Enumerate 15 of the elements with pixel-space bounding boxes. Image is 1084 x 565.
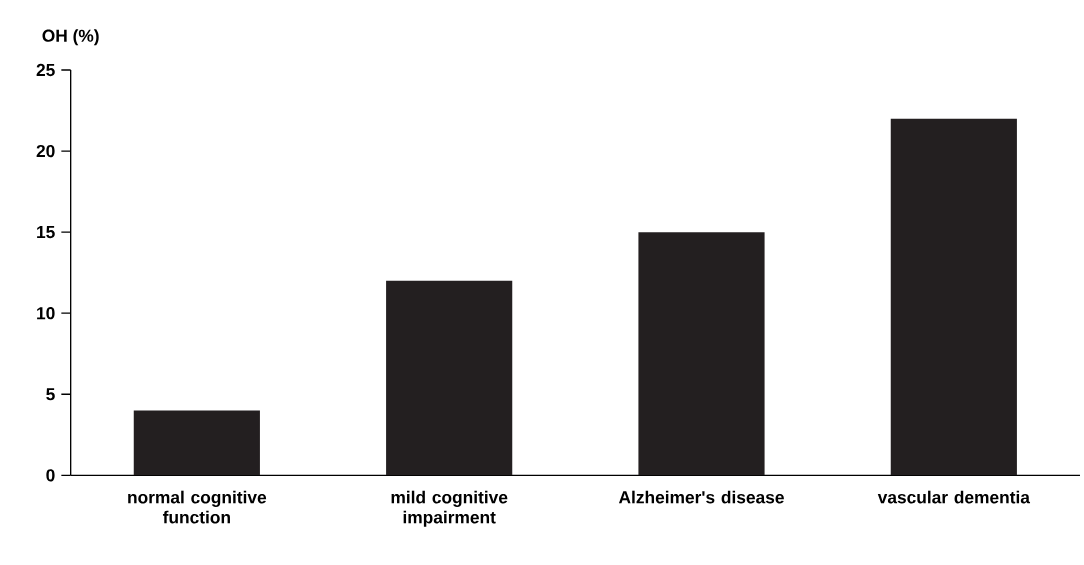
y-tick-label: 10 (37, 306, 55, 320)
bar (890, 118, 1017, 476)
bar (638, 231, 765, 476)
y-tick-label: 15 (37, 225, 55, 239)
y-axis-title: OH (%) (42, 28, 99, 46)
x-tick-label: vascular dementia (877, 490, 1031, 504)
bar (386, 280, 513, 476)
y-tick-label: 5 (46, 388, 55, 401)
y-tick-label: 25 (36, 63, 55, 76)
y-tick-label: 20 (36, 144, 55, 158)
x-tick-label: Alzheimer's disease (618, 490, 784, 504)
x-tick-label: mild cognitive impairment (391, 490, 508, 527)
y-tick-label: 0 (46, 469, 55, 482)
bar (133, 410, 260, 476)
x-tick-label: normal cognitive function (128, 490, 267, 524)
